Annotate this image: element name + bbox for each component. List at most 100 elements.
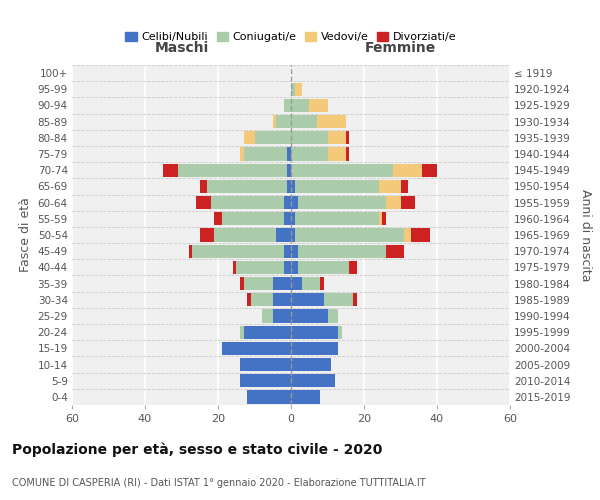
- Bar: [349, 260, 356, 274]
- Bar: [244, 326, 291, 339]
- Bar: [273, 293, 291, 306]
- Bar: [240, 277, 244, 290]
- Bar: [221, 212, 284, 226]
- Bar: [328, 148, 346, 160]
- Bar: [291, 244, 298, 258]
- Bar: [247, 390, 291, 404]
- Bar: [291, 180, 295, 193]
- Bar: [163, 164, 178, 177]
- Bar: [302, 277, 320, 290]
- Bar: [273, 310, 291, 322]
- Bar: [247, 293, 251, 306]
- Bar: [221, 342, 291, 355]
- Bar: [200, 228, 214, 241]
- Bar: [240, 326, 244, 339]
- Bar: [295, 180, 379, 193]
- Bar: [284, 212, 291, 226]
- Bar: [291, 342, 338, 355]
- Bar: [284, 244, 291, 258]
- Bar: [291, 390, 320, 404]
- Bar: [284, 99, 291, 112]
- Bar: [291, 196, 298, 209]
- Bar: [291, 293, 324, 306]
- Bar: [244, 148, 287, 160]
- Bar: [262, 310, 273, 322]
- Text: Femmine: Femmine: [365, 42, 436, 56]
- Bar: [287, 180, 291, 193]
- Bar: [291, 260, 298, 274]
- Bar: [291, 82, 295, 96]
- Bar: [273, 277, 291, 290]
- Bar: [240, 374, 291, 388]
- Bar: [324, 293, 353, 306]
- Bar: [207, 180, 287, 193]
- Bar: [284, 196, 291, 209]
- Bar: [291, 326, 338, 339]
- Bar: [211, 196, 284, 209]
- Text: COMUNE DI CASPERIA (RI) - Dati ISTAT 1° gennaio 2020 - Elaborazione TUTTITALIA.I: COMUNE DI CASPERIA (RI) - Dati ISTAT 1° …: [12, 478, 425, 488]
- Bar: [214, 212, 221, 226]
- Bar: [291, 228, 295, 241]
- Bar: [277, 228, 291, 241]
- Bar: [295, 228, 404, 241]
- Bar: [291, 310, 328, 322]
- Bar: [233, 260, 236, 274]
- Bar: [240, 358, 291, 371]
- Bar: [412, 228, 430, 241]
- Bar: [196, 196, 211, 209]
- Bar: [401, 196, 415, 209]
- Bar: [295, 212, 379, 226]
- Bar: [295, 82, 302, 96]
- Bar: [236, 260, 284, 274]
- Bar: [291, 115, 317, 128]
- Bar: [386, 196, 401, 209]
- Y-axis label: Fasce di età: Fasce di età: [19, 198, 32, 272]
- Bar: [291, 212, 295, 226]
- Bar: [379, 212, 382, 226]
- Text: Popolazione per età, sesso e stato civile - 2020: Popolazione per età, sesso e stato civil…: [12, 442, 382, 457]
- Bar: [291, 99, 309, 112]
- Bar: [200, 180, 207, 193]
- Y-axis label: Anni di nascita: Anni di nascita: [579, 188, 592, 281]
- Bar: [291, 148, 328, 160]
- Bar: [251, 293, 273, 306]
- Bar: [178, 164, 287, 177]
- Bar: [401, 180, 408, 193]
- Bar: [320, 277, 324, 290]
- Bar: [273, 115, 277, 128]
- Bar: [393, 164, 422, 177]
- Bar: [386, 244, 404, 258]
- Bar: [291, 374, 335, 388]
- Bar: [254, 131, 291, 144]
- Bar: [353, 293, 356, 306]
- Bar: [277, 115, 291, 128]
- Bar: [382, 212, 386, 226]
- Bar: [338, 326, 342, 339]
- Bar: [346, 148, 349, 160]
- Text: Maschi: Maschi: [154, 42, 209, 56]
- Bar: [244, 131, 254, 144]
- Bar: [422, 164, 437, 177]
- Bar: [287, 148, 291, 160]
- Bar: [346, 131, 349, 144]
- Bar: [244, 277, 273, 290]
- Bar: [298, 244, 386, 258]
- Bar: [379, 180, 401, 193]
- Bar: [328, 310, 338, 322]
- Bar: [240, 148, 244, 160]
- Bar: [287, 164, 291, 177]
- Bar: [291, 277, 302, 290]
- Bar: [291, 358, 331, 371]
- Bar: [317, 115, 346, 128]
- Bar: [328, 131, 346, 144]
- Bar: [298, 260, 349, 274]
- Bar: [284, 260, 291, 274]
- Bar: [189, 244, 193, 258]
- Legend: Celibi/Nubili, Coniugati/e, Vedovi/e, Divorziati/e: Celibi/Nubili, Coniugati/e, Vedovi/e, Di…: [123, 30, 459, 44]
- Bar: [193, 244, 284, 258]
- Bar: [309, 99, 328, 112]
- Bar: [214, 228, 277, 241]
- Bar: [291, 131, 328, 144]
- Bar: [298, 196, 386, 209]
- Bar: [404, 228, 412, 241]
